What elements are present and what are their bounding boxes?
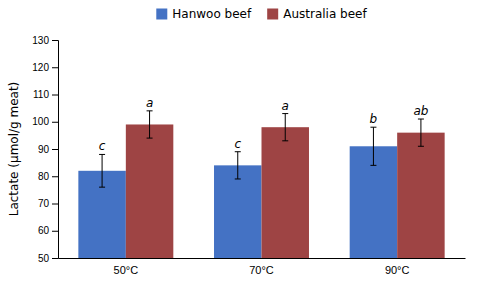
y-tick-label: 70	[38, 198, 50, 209]
y-tick-mark	[52, 204, 58, 205]
y-tick: 70	[38, 198, 58, 209]
y-tick: 110	[33, 89, 58, 100]
y-axis: 50 60 70 80 90 100 110 120 130	[32, 35, 58, 264]
y-tick-label: 100	[32, 116, 49, 127]
y-tick: 90	[38, 144, 58, 155]
y-axis-line	[52, 41, 59, 259]
x-tick: 50°C	[114, 264, 139, 276]
y-tick-label: 60	[38, 225, 50, 236]
error-bar	[370, 127, 376, 165]
error-bar	[147, 111, 153, 138]
legend-swatch	[267, 9, 278, 20]
x-axis-line	[59, 258, 466, 259]
y-tick-mark	[52, 67, 58, 68]
legend-item: Hanwoo beef	[156, 7, 252, 21]
bar	[262, 127, 309, 258]
bar	[397, 133, 444, 258]
legend-swatch	[156, 9, 167, 20]
y-tick-mark	[52, 149, 58, 150]
y-tick: 130	[32, 35, 58, 46]
x-tick: 90°C	[385, 264, 410, 276]
error-bar	[282, 114, 288, 141]
y-tick: 50	[38, 253, 58, 264]
y-tick-label: 80	[38, 171, 50, 182]
y-tick-mark	[52, 95, 58, 96]
y-tick-label: 110	[33, 89, 49, 100]
y-tick: 120	[32, 62, 58, 73]
legend: Hanwoo beef Australia beef	[156, 7, 367, 21]
error-bar	[235, 152, 241, 179]
significance-label: c	[234, 137, 241, 151]
legend-item: Australia beef	[267, 7, 367, 21]
bar	[126, 124, 173, 258]
significance-label: a	[146, 96, 153, 110]
y-tick-label: 90	[38, 144, 50, 155]
y-tick: 80	[38, 171, 58, 182]
y-tick-mark	[52, 40, 58, 41]
significance-label: c	[99, 139, 106, 153]
significance-label: b	[370, 112, 378, 126]
legend-label: Australia beef	[283, 7, 367, 21]
chart-container: c c b a a ab 50 60 70 80 90 100 110 120 130 50°C 70°C 90°…	[0, 0, 480, 288]
error-bar	[418, 119, 424, 146]
marks	[78, 111, 444, 258]
bar-series	[126, 111, 445, 258]
y-tick-mark	[52, 258, 58, 259]
x-tick-label: 90°C	[385, 264, 410, 276]
legend-label: Hanwoo beef	[172, 7, 252, 21]
y-tick-mark	[52, 231, 58, 232]
y-tick-label: 130	[32, 35, 49, 46]
y-axis-title: Lactate (μmol/g meat)	[7, 82, 21, 217]
error-bar	[99, 154, 105, 187]
x-tick-label: 50°C	[114, 264, 139, 276]
x-tick-label: 70°C	[249, 264, 274, 276]
y-tick: 100	[32, 116, 58, 127]
plot-area: c c b a a ab 50 60 70 80 90 100 110 120 130 50°C 70°C 90°…	[32, 35, 465, 276]
y-tick-label: 50	[38, 253, 50, 264]
significance-label: ab	[413, 104, 428, 118]
y-tick-mark	[52, 176, 58, 177]
x-tick: 70°C	[249, 264, 274, 276]
x-axis: 50°C 70°C 90°C	[59, 259, 466, 276]
significance-label: a	[282, 99, 289, 113]
annotations: c c b a a ab	[99, 96, 429, 154]
y-tick-label: 120	[32, 62, 49, 73]
y-tick: 60	[38, 225, 58, 236]
y-tick-mark	[52, 122, 58, 123]
chart-svg: c c b a a ab 50 60 70 80 90 100 110 120 130 50°C 70°C 90°…	[0, 0, 480, 288]
